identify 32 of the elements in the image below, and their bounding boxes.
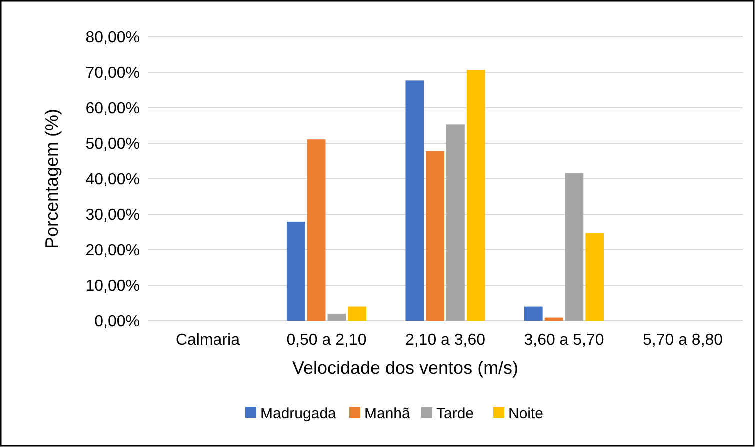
y-tick-label: 20,00% [86, 242, 140, 260]
legend-label: Noite [508, 405, 544, 422]
legend-label: Tarde [436, 405, 474, 422]
x-tick-label: 2,10 a 3,60 [405, 332, 486, 349]
y-tick-label: 50,00% [86, 136, 140, 154]
bar [524, 306, 543, 321]
x-tick-label: 0,50 a 2,10 [286, 332, 367, 349]
bar [286, 222, 306, 321]
x-tick-label: 3,60 a 5,70 [524, 332, 604, 349]
x-tick-label: 5,70 a 8,80 [642, 332, 724, 349]
bar [307, 140, 326, 321]
y-tick-label: 60,00% [86, 100, 140, 118]
legend-label: Manhã [364, 405, 412, 422]
bar [446, 124, 465, 321]
bar [426, 151, 444, 321]
y-tick-label: 40,00% [86, 172, 140, 189]
bar [466, 70, 486, 321]
x-tick-label: Calmaria [176, 332, 240, 349]
y-tick-label: 10,00% [86, 278, 140, 296]
bar [544, 318, 564, 321]
legend-label: Madrugada [260, 405, 338, 422]
bar [406, 80, 424, 321]
y-tick-label: 0,00% [94, 314, 140, 331]
bar [586, 233, 604, 321]
y-tick-label: 80,00% [86, 30, 140, 47]
y-tick-label: 30,00% [86, 207, 140, 224]
y-axis-title: Porcentagem (%) [42, 108, 62, 250]
bar [348, 306, 367, 321]
y-tick-label: 70,00% [86, 65, 140, 82]
x-axis-title: Velocidade dos ventos (m/s) [292, 358, 519, 378]
bar [565, 173, 584, 321]
bar [328, 314, 346, 321]
